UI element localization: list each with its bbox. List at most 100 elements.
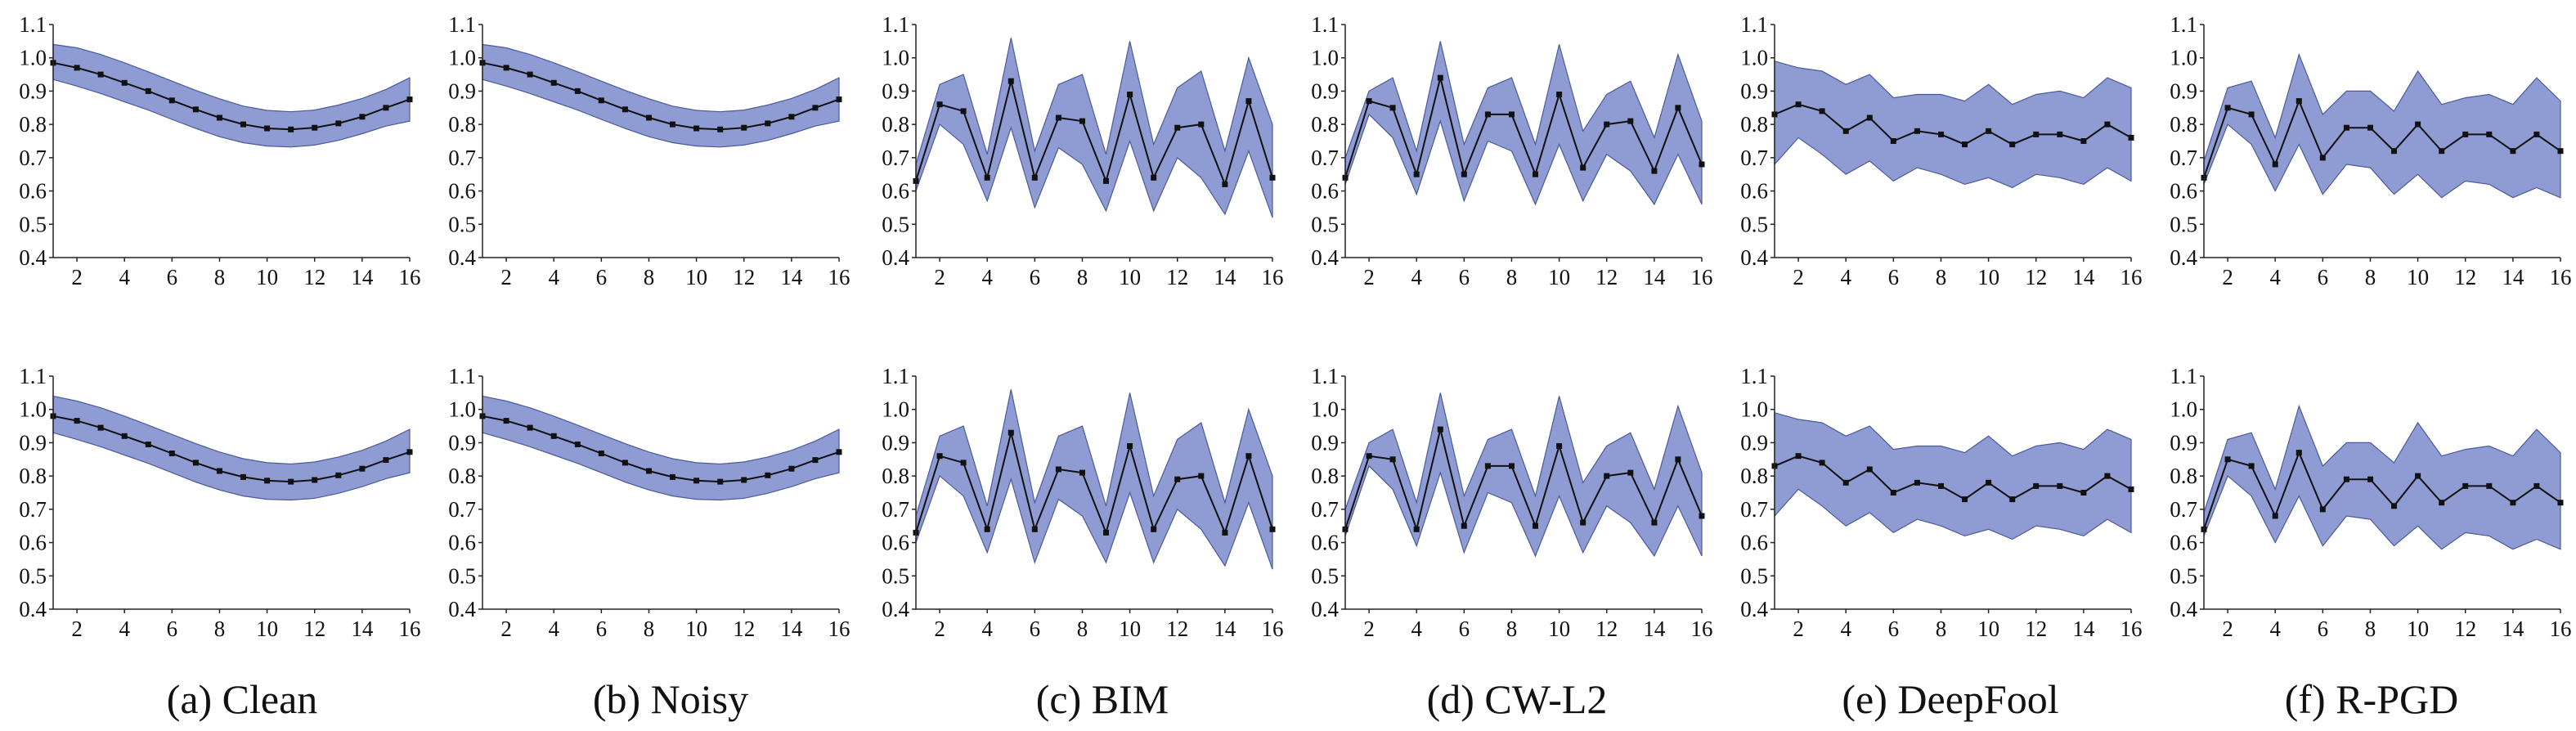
x-tick-label-r1c4-14: 14	[1643, 265, 1666, 289]
data-point-r2c1-3	[97, 424, 104, 431]
data-point-r1c6-6	[2319, 155, 2326, 161]
y-tick-label-r2c4-0.4: 0.4	[1311, 597, 1339, 621]
x-tick-label-r2c2-4: 4	[548, 617, 559, 641]
data-point-r2c5-7	[1914, 479, 1920, 486]
x-tick-label-r1c2-10: 10	[685, 265, 707, 289]
data-point-r2c2-11	[717, 478, 724, 485]
y-tick-label-r1c6-0.6: 0.6	[2170, 179, 2197, 204]
y-tick-label-r1c2-0.9: 0.9	[448, 78, 476, 103]
x-tick-label-r2c6-14: 14	[2502, 617, 2524, 641]
x-tick-label-r1c4-6: 6	[1459, 265, 1470, 289]
x-tick-label-r2c6-6: 6	[2318, 617, 2329, 641]
confidence-band-r1c1	[52, 43, 411, 148]
data-point-r2c1-7	[192, 460, 199, 466]
data-point-r2c1-16	[406, 449, 413, 455]
data-point-r1c2-12	[741, 124, 747, 131]
y-tick-label-r1c2-0.8: 0.8	[448, 112, 476, 137]
x-tick-label-r1c4-16: 16	[1691, 265, 1713, 289]
caption-d: (d) CW-L2	[1427, 676, 1608, 722]
y-tick-label-r1c4-0.7: 0.7	[1311, 146, 1339, 170]
y-tick-label-r2c5-0.7: 0.7	[1740, 497, 1768, 522]
y-tick-label-r2c3-1.1: 1.1	[882, 364, 909, 388]
data-point-r1c2-15	[812, 105, 819, 111]
data-point-r2c3-6	[1031, 526, 1038, 532]
data-point-r1c2-6	[598, 97, 604, 104]
y-tick-label-r2c4-0.9: 0.9	[1311, 430, 1339, 455]
data-point-r2c2-7	[622, 460, 628, 466]
data-point-r1c6-3	[2248, 111, 2255, 118]
confidence-band-r1c5	[1774, 61, 2132, 189]
data-point-r2c6-4	[2272, 513, 2278, 519]
x-tick-label-r1c5-16: 16	[2120, 265, 2143, 289]
y-tick-label-r2c1-1.1: 1.1	[19, 364, 47, 388]
confidence-band-r2c4	[1344, 392, 1703, 558]
data-point-r1c4-11	[1580, 164, 1586, 171]
x-tick-label-r1c5-10: 10	[1977, 265, 1999, 289]
y-tick-label-r1c4-0.8: 0.8	[1311, 112, 1339, 137]
x-tick-label-r2c4-12: 12	[1595, 617, 1618, 641]
data-point-r2c1-6	[168, 451, 175, 456]
data-point-r2c6-12	[2462, 482, 2469, 489]
data-point-r2c1-2	[74, 418, 80, 424]
data-point-r2c5-16	[2128, 486, 2134, 492]
y-tick-label-r1c2-1.0: 1.0	[448, 46, 476, 70]
data-point-r1c6-15	[2533, 131, 2540, 137]
data-point-r2c3-15	[1245, 453, 1252, 460]
data-point-r1c4-7	[1484, 111, 1491, 118]
x-tick-label-r2c2-16: 16	[828, 617, 850, 641]
mean-line-r2c6	[2203, 450, 2561, 530]
x-tick-label-r1c5-6: 6	[1888, 265, 1900, 289]
x-tick-label-r1c1-6: 6	[167, 265, 178, 289]
caption-a: (a) Clean	[167, 676, 318, 722]
mean-line-r1c5	[1774, 103, 2132, 146]
y-tick-label-r2c4-0.6: 0.6	[1311, 531, 1339, 555]
data-point-r1c4-14	[1651, 168, 1658, 174]
x-tick-label-r1c6-2: 2	[2222, 265, 2233, 289]
y-tick-label-r1c1-1.0: 1.0	[19, 46, 47, 70]
data-point-r2c3-4	[984, 526, 990, 532]
y-tick-label-r2c5-0.9: 0.9	[1740, 430, 1768, 455]
data-point-r2c4-5	[1437, 426, 1443, 433]
data-point-r1c3-10	[1127, 92, 1133, 97]
y-tick-label-r2c3-1.0: 1.0	[882, 397, 909, 422]
data-point-r2c3-10	[1127, 443, 1133, 449]
data-point-r2c3-8	[1079, 469, 1085, 476]
x-tick-label-r2c2-8: 8	[644, 617, 655, 641]
data-point-r2c5-3	[1819, 460, 1825, 466]
x-tick-label-r1c4-12: 12	[1595, 265, 1618, 289]
data-point-r2c2-4	[550, 433, 557, 439]
y-tick-label-r1c3-1.0: 1.0	[882, 46, 909, 70]
data-point-r1c1-4	[121, 79, 128, 86]
y-tick-label-r1c4-1.0: 1.0	[1311, 46, 1339, 70]
data-point-r2c3-11	[1151, 526, 1157, 532]
data-point-r2c4-4	[1413, 526, 1420, 532]
data-point-r2c2-2	[503, 418, 509, 424]
x-tick-label-r2c2-10: 10	[685, 617, 707, 641]
x-tick-label-r2c5-16: 16	[2120, 617, 2143, 641]
data-point-r1c2-13	[765, 120, 771, 127]
data-point-r2c5-6	[1890, 490, 1896, 496]
confidence-band-r1c6	[2203, 52, 2561, 199]
subplot-r1c1: 0.4 0.5 0.6 0.7 0.8 0.9 1.0 1.1 2 4 6 8 10 12 14 16	[19, 12, 420, 289]
x-tick-label-r2c1-2: 2	[71, 617, 83, 641]
y-tick-label-r2c6-0.4: 0.4	[2170, 597, 2197, 621]
y-tick-label-r2c3-0.6: 0.6	[882, 531, 909, 555]
data-point-r1c2-11	[717, 126, 724, 132]
y-tick-label-r1c5-0.8: 0.8	[1740, 112, 1768, 137]
x-tick-label-r2c2-12: 12	[733, 617, 755, 641]
y-tick-label-r1c1-0.7: 0.7	[19, 146, 47, 170]
y-tick-label-r2c3-0.5: 0.5	[882, 563, 909, 588]
x-tick-label-r2c4-4: 4	[1411, 617, 1422, 641]
data-point-r1c4-5	[1437, 74, 1443, 81]
x-tick-label-r1c6-10: 10	[2407, 265, 2429, 289]
x-tick-label-r1c4-4: 4	[1411, 265, 1422, 289]
data-point-r1c3-7	[1055, 114, 1061, 121]
x-tick-label-r2c4-10: 10	[1548, 617, 1570, 641]
y-tick-label-r1c1-0.6: 0.6	[19, 179, 47, 204]
y-tick-label-r2c1-0.9: 0.9	[19, 430, 47, 455]
x-tick-label-r2c5-2: 2	[1793, 617, 1804, 641]
x-tick-label-r1c5-12: 12	[2025, 265, 2047, 289]
confidence-band-r2c3	[915, 389, 1273, 570]
x-tick-label-r2c6-4: 4	[2269, 617, 2281, 641]
data-point-r2c1-11	[288, 478, 294, 485]
